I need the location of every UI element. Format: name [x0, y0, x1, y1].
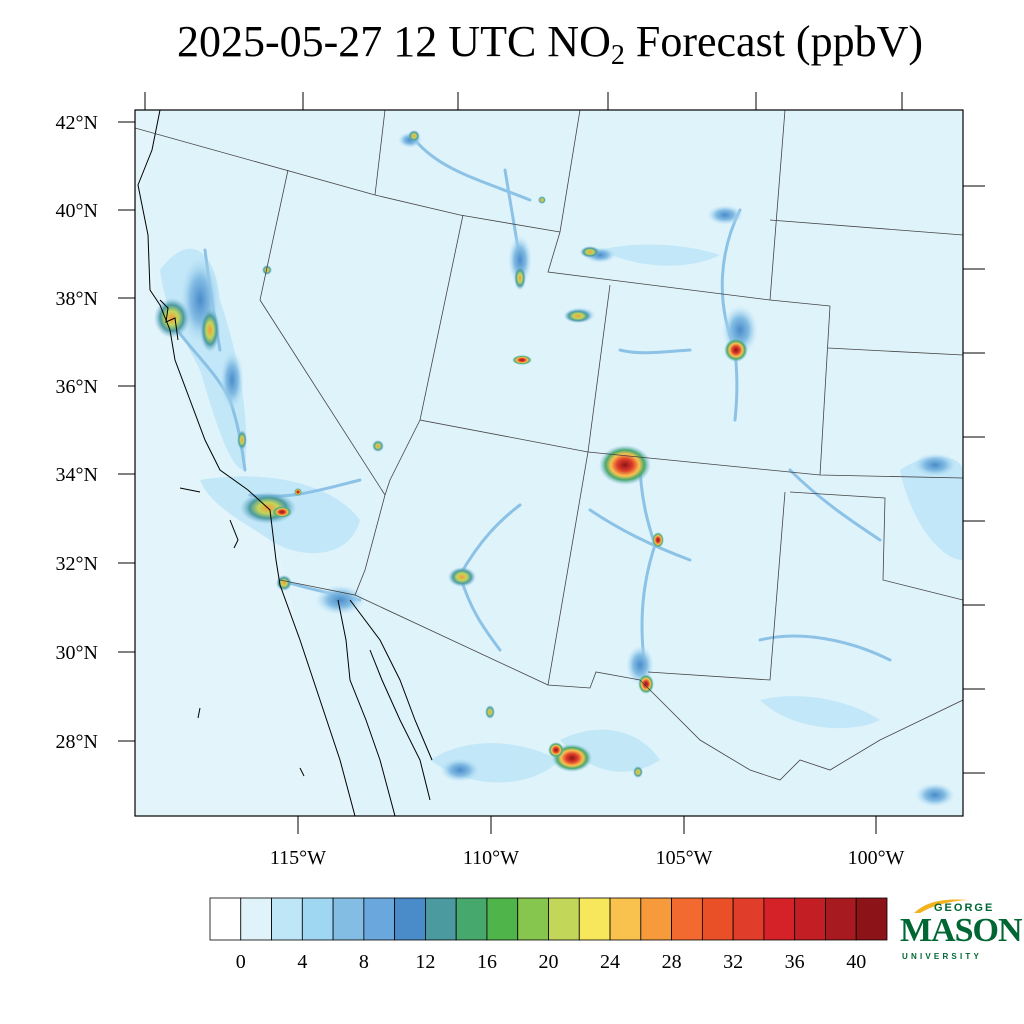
lat-label-32: 32°N — [56, 553, 98, 575]
colorbar-box — [671, 897, 703, 941]
colorbar-box — [855, 897, 888, 941]
colorbar-box — [363, 897, 396, 941]
logo-line-university: UNIVERSITY — [902, 952, 983, 961]
colorbar — [209, 897, 888, 941]
colorbar-box — [517, 897, 549, 941]
lon-label-115w: 115°W — [270, 847, 326, 869]
colorbar-box — [825, 897, 857, 941]
logo-swoosh-icon — [914, 899, 968, 913]
gmu-logo: GEORGE MASON UNIVERSITY — [898, 898, 1023, 968]
colorbar-labels: 0 4 8 12 16 20 24 28 32 36 40 — [236, 951, 866, 973]
colorbar-box — [271, 897, 303, 941]
colorbar-tick-label: 24 — [600, 951, 620, 973]
colorbar-box — [455, 897, 488, 941]
colorbar-tick-label: 32 — [723, 951, 743, 973]
colorbar-tick-label: 12 — [415, 951, 435, 973]
colorbar-tick-label: 36 — [785, 951, 805, 973]
lon-label-100w: 100°W — [848, 847, 905, 869]
lon-label-105w: 105°W — [656, 847, 713, 869]
lat-label-38: 38°N — [56, 288, 98, 310]
colorbar-tick-label: 28 — [662, 951, 682, 973]
colorbar-box — [332, 897, 365, 941]
logo-line-mason: MASON — [900, 912, 1023, 949]
lat-label-42: 42°N — [56, 112, 98, 134]
lat-label-40: 40°N — [56, 200, 98, 222]
colorbar-tick-label: 40 — [846, 951, 866, 973]
colorbar-box — [486, 897, 519, 941]
colorbar-tick-label: 0 — [236, 951, 246, 973]
lat-label-28: 28°N — [56, 731, 98, 753]
colorbar-tick-label: 20 — [539, 951, 559, 973]
colorbar-box — [240, 897, 272, 941]
colorbar-tick-label: 4 — [297, 951, 307, 973]
colorbar-box — [578, 897, 611, 941]
colorbar-box — [640, 897, 672, 941]
lat-axis — [118, 121, 135, 742]
chart-title: 2025-05-27 12 UTC NO2 Forecast (ppbV) — [177, 17, 923, 71]
colorbar-box — [209, 897, 242, 941]
colorbar-box — [763, 897, 796, 941]
state-borders — [135, 110, 963, 781]
colorbar-box — [548, 897, 580, 941]
lat-label-34: 34°N — [56, 464, 98, 486]
map-content — [135, 110, 963, 816]
pacific-ocean — [135, 110, 360, 816]
lat-label-30: 30°N — [56, 642, 98, 664]
map-frame — [134, 109, 964, 817]
top-ticks — [144, 92, 903, 110]
colorbar-box — [609, 897, 642, 941]
colorbar-tick-label: 8 — [359, 951, 369, 973]
colorbar-box — [394, 897, 426, 941]
colorbar-box — [301, 897, 334, 941]
coastlines — [137, 110, 433, 816]
colorbar-box — [732, 897, 765, 941]
colorbar-box — [425, 897, 457, 941]
lon-axis — [297, 816, 877, 834]
colorbar-tick-label: 16 — [477, 951, 497, 973]
colorbar-box — [701, 897, 734, 941]
lat-label-36: 36°N — [56, 376, 98, 398]
colorbar-box — [794, 897, 826, 941]
logo-line-george: GEORGE — [934, 902, 995, 914]
right-ticks — [963, 185, 985, 774]
pollution-hotspots — [154, 130, 748, 778]
lon-label-110w: 110°W — [463, 847, 519, 869]
